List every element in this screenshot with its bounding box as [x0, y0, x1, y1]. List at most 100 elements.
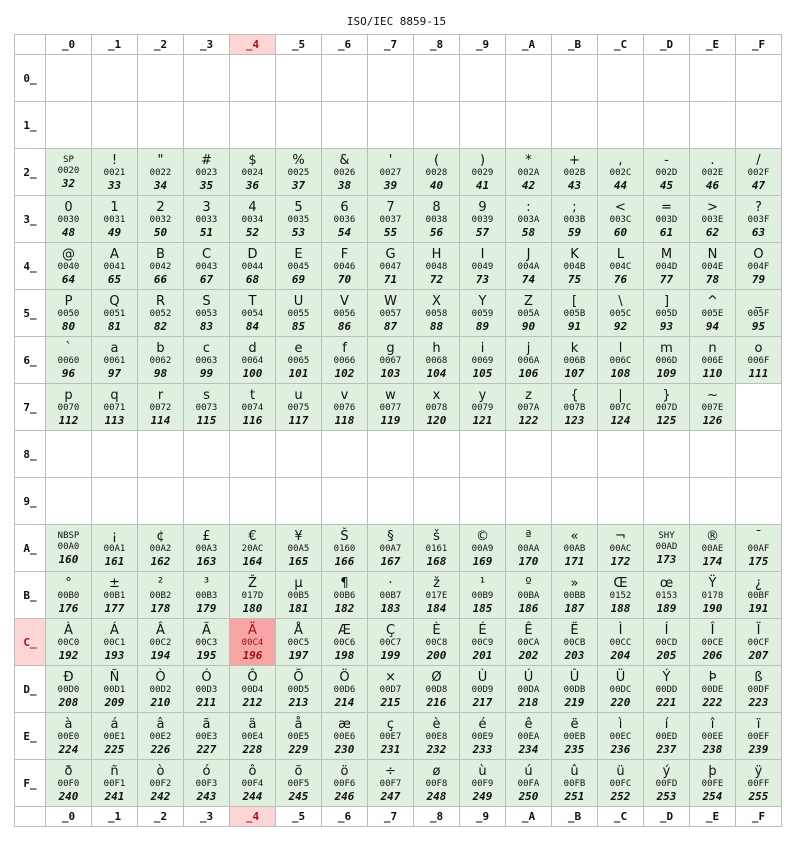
code-cell[interactable]: s 0073 115: [183, 383, 230, 431]
code-cell[interactable]: õ 00F5 245: [275, 759, 322, 807]
code-cell[interactable]: , 002C 44: [597, 148, 644, 196]
code-cell[interactable]: § 00A7 167: [367, 524, 414, 572]
code-cell[interactable]: 3 0033 51: [183, 195, 230, 243]
code-cell[interactable]: þ 00FE 254: [689, 759, 736, 807]
code-cell[interactable]: · 00B7 183: [367, 571, 414, 619]
code-cell[interactable]: ð 00F0 240: [45, 759, 92, 807]
code-cell[interactable]: b 0062 98: [137, 336, 184, 384]
code-cell[interactable]: ü 00FC 252: [597, 759, 644, 807]
code-cell[interactable]: l 006C 108: [597, 336, 644, 384]
code-cell[interactable]: #0023 35: [183, 148, 230, 196]
code-cell[interactable]: ¡ 00A1 161: [91, 524, 138, 572]
code-cell[interactable]: Û 00DB 219: [551, 665, 598, 713]
code-cell[interactable]: S 0053 83: [183, 289, 230, 337]
code-cell[interactable]: ö 00F6 246: [321, 759, 368, 807]
code-cell[interactable]: O 004F 79: [735, 242, 782, 290]
code-cell[interactable]: e 0065 101: [275, 336, 322, 384]
code-cell[interactable]: × 00D7 215: [367, 665, 414, 713]
code-cell[interactable]: & 0026 38: [321, 148, 368, 196]
code-cell[interactable]: 7 0037 55: [367, 195, 414, 243]
code-cell[interactable]: ò 00F2 242: [137, 759, 184, 807]
code-cell[interactable]: ÿ 00FF 255: [735, 759, 782, 807]
code-cell[interactable]: g 0067 103: [367, 336, 414, 384]
code-cell[interactable]: Æ 00C6 198: [321, 618, 368, 666]
code-cell[interactable]: % 0025 37: [275, 148, 322, 196]
code-cell[interactable]: ¶ 00B6 182: [321, 571, 368, 619]
code-cell[interactable]: ø 00F8 248: [413, 759, 460, 807]
code-cell[interactable]: :003A 58: [505, 195, 552, 243]
code-cell[interactable]: ó 00F3 243: [183, 759, 230, 807]
code-cell[interactable]: a 0061 97: [91, 336, 138, 384]
code-cell[interactable]: R 0052 82: [137, 289, 184, 337]
code-cell[interactable]: æ 00E6 230: [321, 712, 368, 760]
code-cell[interactable]: ^ 005E 94: [689, 289, 736, 337]
code-cell[interactable]: ù 00F9 249: [459, 759, 506, 807]
code-cell[interactable]: œ 0153 189: [643, 571, 690, 619]
code-cell[interactable]: f 0066 102: [321, 336, 368, 384]
code-cell[interactable]: ¥00A5 165: [275, 524, 322, 572]
code-cell[interactable]: Î 00CE 206: [689, 618, 736, 666]
code-cell[interactable]: Â 00C2 194: [137, 618, 184, 666]
code-cell[interactable]: >003E 62: [689, 195, 736, 243]
code-cell[interactable]: } 007D 125: [643, 383, 690, 431]
code-cell[interactable]: ] 005D 93: [643, 289, 690, 337]
code-cell[interactable]: k 006B 107: [551, 336, 598, 384]
code-cell[interactable]: @0040 64: [45, 242, 92, 290]
code-cell[interactable]: +002B 43: [551, 148, 598, 196]
code-cell[interactable]: q 0071 113: [91, 383, 138, 431]
code-cell[interactable]: 0 0030 48: [45, 195, 92, 243]
code-cell[interactable]: º 00BA 186: [505, 571, 552, 619]
code-cell[interactable]: Í 00CD 205: [643, 618, 690, 666]
code-cell[interactable]: ¢ 00A2 162: [137, 524, 184, 572]
code-cell[interactable]: c 0063 99: [183, 336, 230, 384]
code-cell[interactable]: = 003D 61: [643, 195, 690, 243]
code-cell[interactable]: ³ 00B3 179: [183, 571, 230, 619]
code-cell[interactable]: Ü 00DC 220: [597, 665, 644, 713]
code-cell[interactable]: 8 0038 56: [413, 195, 460, 243]
code-cell[interactable]: í 00ED 237: [643, 712, 690, 760]
code-cell[interactable]: t 0074 116: [229, 383, 276, 431]
code-cell[interactable]: û 00FB 251: [551, 759, 598, 807]
code-cell[interactable]: Ò 00D2 210: [137, 665, 184, 713]
code-cell[interactable]: «00AB 171: [551, 524, 598, 572]
code-cell[interactable]: Ë 00CB 203: [551, 618, 598, 666]
code-cell[interactable]: D 0044 68: [229, 242, 276, 290]
code-cell[interactable]: -002D 45: [643, 148, 690, 196]
code-cell[interactable]: » 00BB 187: [551, 571, 598, 619]
code-cell[interactable]: W 0057 87: [367, 289, 414, 337]
code-cell[interactable]: V 0056 86: [321, 289, 368, 337]
code-cell[interactable]: ª 00AA 170: [505, 524, 552, 572]
code-cell[interactable]: z 007A 122: [505, 383, 552, 431]
code-cell[interactable]: ) 0029 41: [459, 148, 506, 196]
code-cell[interactable]: ; 003B 59: [551, 195, 598, 243]
code-cell[interactable]: x 0078 120: [413, 383, 460, 431]
code-cell[interactable]: _ 005F 95: [735, 289, 782, 337]
code-cell[interactable]: ý 00FD 253: [643, 759, 690, 807]
code-cell[interactable]: 9 0039 57: [459, 195, 506, 243]
code-cell[interactable]: Õ 00D5 213: [275, 665, 322, 713]
code-cell[interactable]: * 002A 42: [505, 148, 552, 196]
code-cell[interactable]: î 00EE 238: [689, 712, 736, 760]
code-cell[interactable]: ¿ 00BF 191: [735, 571, 782, 619]
code-cell[interactable]: ç 00E7 231: [367, 712, 414, 760]
code-cell[interactable]: Ì 00CC 204: [597, 618, 644, 666]
code-cell[interactable]: Ý 00DD 221: [643, 665, 690, 713]
code-cell[interactable]: X 0058 88: [413, 289, 460, 337]
code-cell[interactable]: d 0064 100: [229, 336, 276, 384]
code-cell[interactable]: ñ 00F1 241: [91, 759, 138, 807]
code-cell[interactable]: E 0045 69: [275, 242, 322, 290]
code-cell[interactable]: Ñ 00D1 209: [91, 665, 138, 713]
code-cell[interactable]: M 004D 77: [643, 242, 690, 290]
code-cell[interactable]: Œ 0152 188: [597, 571, 644, 619]
code-cell[interactable]: Q 0051 81: [91, 289, 138, 337]
code-cell[interactable]: Š 0160 166: [321, 524, 368, 572]
code-cell[interactable]: B 0042 66: [137, 242, 184, 290]
code-cell[interactable]: " 0022 34: [137, 148, 184, 196]
code-cell[interactable]: SHY 00AD 173: [643, 524, 690, 572]
code-cell[interactable]: Á 00C1 193: [91, 618, 138, 666]
code-cell[interactable]: ` 0060 96: [45, 336, 92, 384]
code-cell[interactable]: . 002E 46: [689, 148, 736, 196]
code-cell[interactable]: ë 00EB 235: [551, 712, 598, 760]
code-cell[interactable]: i 0069 105: [459, 336, 506, 384]
code-cell[interactable]: Å 00C5 197: [275, 618, 322, 666]
